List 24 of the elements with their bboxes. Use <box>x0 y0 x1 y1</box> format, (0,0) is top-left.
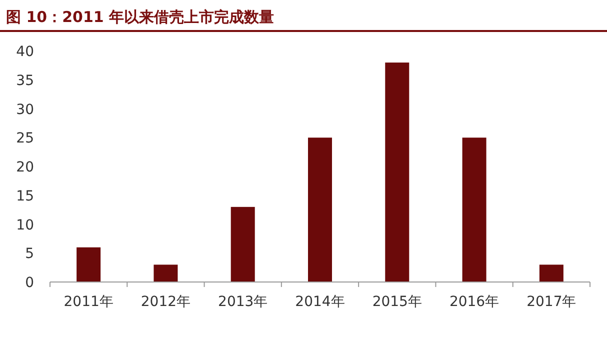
x-tick-label: 2015年 <box>372 294 422 310</box>
x-tick-label: 2014年 <box>295 294 345 310</box>
y-tick-label: 20 <box>16 160 34 176</box>
y-tick-label: 5 <box>25 246 34 262</box>
x-tick-label: 2013年 <box>218 294 268 310</box>
y-tick-label: 15 <box>16 188 34 204</box>
y-tick-label: 30 <box>16 102 34 118</box>
bar <box>462 138 486 282</box>
y-tick-label: 25 <box>16 130 34 147</box>
chart-title: 图 10：2011 年以来借壳上市完成数量 <box>6 8 274 26</box>
x-tick-label: 2017年 <box>526 294 576 310</box>
y-tick-label: 35 <box>16 72 34 89</box>
y-tick-label: 40 <box>16 44 34 60</box>
bar <box>230 206 255 282</box>
bar <box>539 264 564 282</box>
x-tick-label: 2012年 <box>140 294 191 310</box>
bar <box>154 264 178 282</box>
x-tick-label: 2016年 <box>449 294 500 310</box>
y-tick-label: 10 <box>16 217 34 234</box>
bar <box>308 138 332 282</box>
x-tick-label: 2011年 <box>64 294 114 310</box>
bar <box>76 247 101 282</box>
y-tick-label: 0 <box>25 275 34 291</box>
bar <box>385 62 410 282</box>
